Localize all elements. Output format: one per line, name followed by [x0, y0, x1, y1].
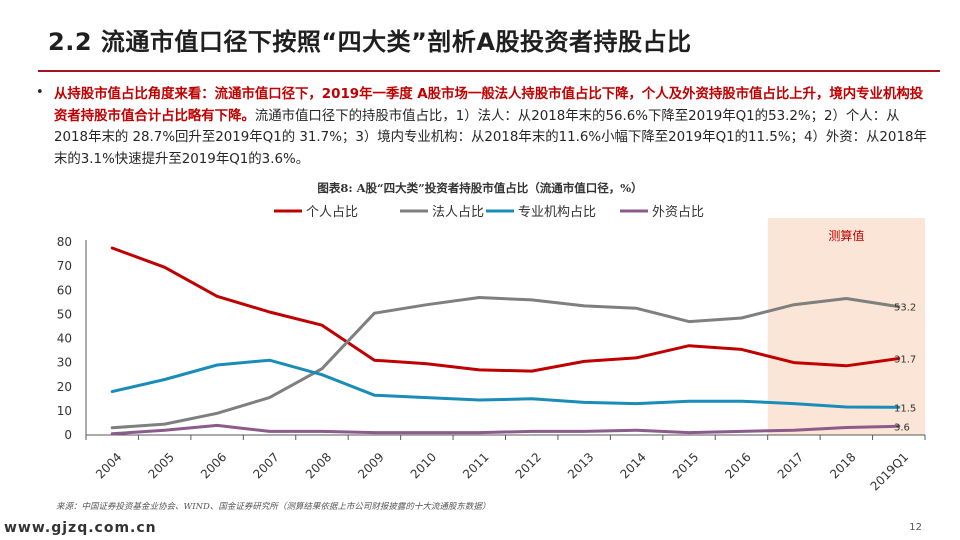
- series-line-1: [110, 296, 901, 430]
- x-tick-label: 2013: [565, 450, 596, 481]
- series-line-3: [110, 423, 901, 436]
- x-tick-label: 2008: [303, 450, 334, 481]
- y-tick-label: 70: [57, 259, 72, 273]
- end-value-label: 3.6: [894, 422, 910, 433]
- y-tick-label: 50: [57, 307, 72, 321]
- summary-body: 流通市值口径下的持股市值占比，1）法人：从2018年末的56.6%下降至2019…: [54, 108, 927, 167]
- y-tick-label: 0: [64, 428, 72, 442]
- title-rule: [38, 70, 940, 72]
- series-line-0: [110, 246, 901, 373]
- x-tick-label: 2004: [93, 450, 124, 481]
- bullet: •: [36, 85, 44, 100]
- x-tick-label: 2009: [355, 450, 386, 481]
- estimate-label: 测算值: [828, 228, 864, 243]
- summary-paragraph: 从持股市值占比角度来看：流通市值口径下，2019年一季度 A股市场一般法人持股市…: [54, 84, 930, 170]
- x-tick-label: 2016: [722, 450, 753, 481]
- x-tick-label: 2019Q1: [868, 450, 912, 494]
- y-tick-label: 80: [57, 235, 72, 249]
- legend-label: 专业机构占比: [518, 205, 596, 220]
- y-tick-label: 30: [57, 356, 72, 370]
- chart-source: 来源：中国证券投资基金业协会、WIND、国金证券研究所（测算结果依据上市公司财报…: [56, 502, 491, 512]
- page-number: 12: [909, 522, 922, 533]
- x-tick-label: 2007: [250, 450, 281, 481]
- end-value-label: 11.5: [894, 403, 916, 414]
- end-value-label: 31.7: [894, 355, 916, 366]
- watermark: www.gjzq.com.cn: [4, 520, 157, 536]
- summary-highlight: 从持股市值占比角度来看：流通市值口径下，2019年一季度 A股市场一般法人持股市…: [54, 87, 924, 124]
- y-tick-label: 60: [57, 283, 72, 297]
- series-line-2: [110, 358, 901, 409]
- legend-label: 法人占比: [432, 205, 484, 220]
- y-tick-label: 40: [57, 332, 72, 346]
- end-value-label: 53.2: [894, 303, 916, 314]
- y-tick-label: 20: [57, 380, 72, 394]
- x-tick-label: 2012: [513, 450, 544, 481]
- x-tick-label: 2018: [827, 450, 858, 481]
- chart-title: 图表8: A股“四大类”投资者持股市值占比（流通市值口径，%）: [317, 181, 643, 195]
- x-tick-label: 2014: [617, 450, 648, 481]
- estimate-region: [767, 218, 925, 435]
- x-tick-label: 2011: [460, 450, 491, 481]
- y-tick-label: 10: [57, 404, 72, 418]
- x-tick-label: 2017: [775, 450, 806, 481]
- x-tick-label: 2005: [146, 450, 177, 481]
- x-tick-label: 2010: [408, 450, 439, 481]
- page-title: 2.2 流通市值口径下按照“四大类”剖析A股投资者持股占比: [48, 28, 692, 56]
- legend-label: 外资占比: [652, 205, 704, 220]
- x-tick-label: 2015: [670, 450, 701, 481]
- legend-label: 个人占比: [306, 205, 358, 220]
- x-tick-label: 2006: [198, 450, 229, 481]
